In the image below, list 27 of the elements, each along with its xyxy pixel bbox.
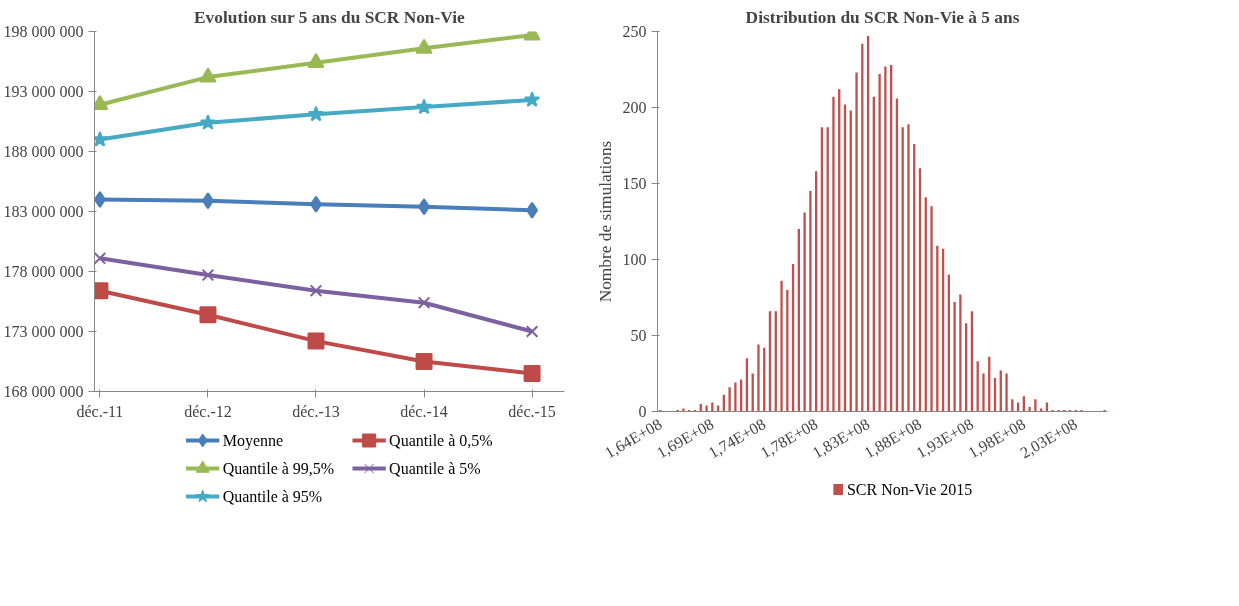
legend-label: Quantile à 95%	[222, 488, 323, 505]
chart-title: Evolution sur 5 ans du SCR Non-Vie	[194, 7, 465, 27]
legend-label: SCR Non-Vie 2015	[846, 481, 973, 498]
y-tick-label: 50	[630, 327, 647, 344]
y-tick-label: 150	[622, 175, 647, 192]
y-axis-title: Nombre de simulations	[595, 140, 615, 303]
x-tick-label: déc.-14	[400, 402, 448, 420]
y-tick-label: 193 000 000	[3, 83, 84, 100]
chart-title: Distribution du SCR Non-Vie à 5 ans	[745, 7, 1020, 27]
y-tick-label: 198 000 000	[3, 23, 84, 40]
legend-label: Quantile à 5%	[389, 460, 481, 477]
legend-label: Moyenne	[222, 432, 284, 450]
y-tick-label: 100	[622, 251, 647, 268]
x-tick-label: déc.-15	[508, 402, 556, 420]
y-tick-label: 168 000 000	[3, 383, 84, 400]
y-tick-label: 250	[622, 23, 647, 40]
legend-label: Quantile à 0,5%	[389, 432, 493, 449]
y-tick-label: 0	[638, 403, 647, 420]
x-tick-label: déc.-13	[292, 402, 340, 420]
y-tick-label: 178 000 000	[3, 263, 84, 280]
y-tick-label: 188 000 000	[3, 143, 84, 160]
y-tick-label: 173 000 000	[3, 323, 84, 340]
y-tick-label: 183 000 000	[3, 203, 84, 220]
y-tick-label: 200	[622, 99, 647, 116]
legend-label: Quantile à 99,5%	[222, 460, 335, 477]
x-tick-label: déc.-11	[76, 402, 124, 420]
x-tick-label: déc.-12	[184, 402, 232, 420]
